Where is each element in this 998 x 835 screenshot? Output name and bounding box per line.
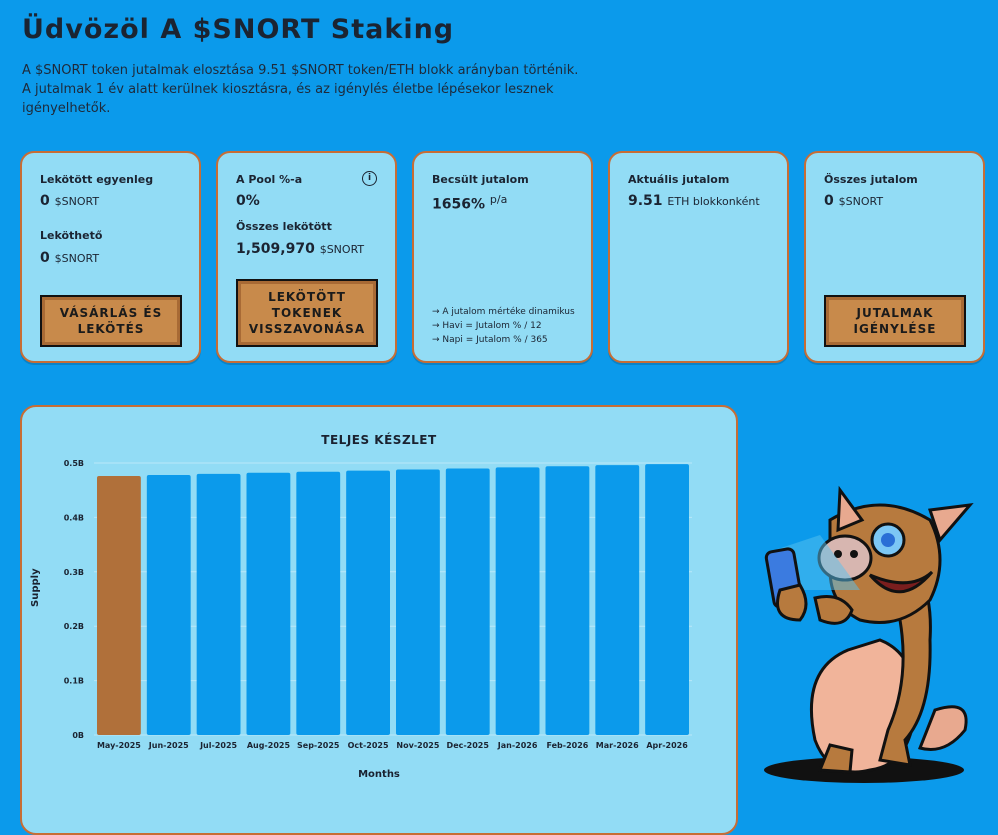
estimated-reward-label: Becsült jutalom	[432, 173, 529, 186]
bar-Aug-2025[interactable]	[246, 472, 291, 735]
x-tick-label: Sep-2025	[297, 741, 340, 750]
bar-Feb-2026[interactable]	[545, 466, 590, 735]
stakeable-value: 0 $SNORT	[40, 250, 99, 266]
estimated-reward-value: 1656% p/a	[432, 193, 507, 213]
total-reward-unit: $SNORT	[838, 195, 884, 208]
x-tick-label: Feb-2026	[546, 741, 588, 750]
staked-balance-label: Lekötött egyenleg	[40, 173, 154, 186]
estimated-reward-amount: 1656%	[432, 196, 485, 213]
y-tick-label: 0B	[72, 731, 84, 740]
chart-x-axis-label: Months	[358, 769, 400, 780]
info-icon[interactable]: i	[362, 171, 377, 186]
staked-balance-card: Lekötött egyenleg 0 $SNORT Leköthető 0 $…	[20, 151, 201, 363]
y-tick-label: 0.3B	[64, 568, 84, 577]
pool-share-card: A Pool %-a i 0% Összes lekötött 1,509,97…	[216, 151, 397, 363]
withdraw-staked-button[interactable]: Lekötött tokenek visszavonása	[236, 279, 378, 347]
x-tick-label: Dec-2025	[447, 741, 490, 750]
bar-Mar-2026[interactable]	[595, 465, 640, 735]
x-tick-label: Aug-2025	[247, 741, 291, 750]
x-tick-label: Nov-2025	[396, 741, 439, 750]
x-tick-label: Jun-2025	[148, 741, 189, 750]
bar-Nov-2025[interactable]	[396, 469, 440, 735]
current-reward-label: Aktuális jutalom	[628, 173, 730, 186]
buy-and-stake-button[interactable]: Vásárlás és lekötés	[40, 295, 182, 347]
staked-balance-amount: 0	[40, 193, 50, 209]
estimated-reward-unit: p/a	[489, 193, 508, 206]
bar-Jan-2026[interactable]	[495, 467, 540, 735]
bar-May-2025[interactable]	[97, 476, 141, 735]
supply-bar-chart: 0B 0.1B 0.2B 0.3B 0.4B 0.5B May-2025 Jun-2025 Ju…	[64, 459, 692, 750]
claim-rewards-button[interactable]: Jutalmak igénylése	[824, 295, 966, 347]
y-tick-label: 0.2B	[64, 622, 84, 631]
x-tick-label: Oct-2025	[348, 741, 389, 750]
total-staked-amount: 1,509,970	[236, 241, 315, 257]
current-reward-unit: ETH blokkonként	[667, 195, 760, 208]
current-reward-card: Aktuális jutalom 9.51 ETH blokkonként	[608, 151, 789, 363]
current-reward-amount: 9.51	[628, 193, 663, 209]
total-staked-label: Összes lekötött	[236, 220, 332, 233]
pool-share-value: 0%	[236, 193, 260, 209]
y-tick-label: 0.4B	[64, 513, 84, 522]
total-reward-card: Összes jutalom 0 $SNORT Jutalmak igénylé…	[804, 151, 985, 363]
current-reward-value: 9.51 ETH blokkonként	[628, 193, 760, 209]
intro-text: A $SNORT token jutalmak elosztása 9.51 $…	[22, 63, 579, 116]
bar-Apr-2026[interactable]	[645, 464, 689, 735]
pool-share-label: A Pool %-a	[236, 173, 303, 186]
total-reward-value: 0 $SNORT	[824, 193, 883, 209]
x-tick-label: Jul-2025	[199, 741, 237, 750]
x-tick-label: Jan-2026	[497, 741, 538, 750]
supply-chart-card: TELJES KÉSZLET Supply 0B 0.1B 0.2B 0.3B 0.4B…	[20, 405, 738, 835]
chart-title: TELJES KÉSZLET	[321, 433, 437, 447]
estimated-reward-card: Becsült jutalom 1656% p/a → A jutalom mé…	[412, 151, 593, 363]
staked-balance-unit: $SNORT	[54, 195, 100, 208]
total-staked-unit: $SNORT	[319, 243, 365, 256]
bar-Sep-2025[interactable]	[296, 471, 341, 735]
x-tick-label: May-2025	[97, 741, 141, 750]
staked-balance-value: 0 $SNORT	[40, 193, 99, 209]
x-tick-label: Apr-2026	[646, 741, 688, 750]
bar-Oct-2025[interactable]	[346, 470, 390, 735]
y-tick-label: 0.1B	[64, 677, 84, 686]
reward-note: → A jutalom mértéke dinamikus	[432, 307, 575, 317]
bar-Dec-2025[interactable]	[445, 468, 490, 735]
total-reward-label: Összes jutalom	[824, 173, 918, 186]
page-title: Üdvözöl A $SNORT Staking	[22, 14, 455, 45]
stakeable-unit: $SNORT	[54, 252, 100, 265]
total-reward-amount: 0	[824, 193, 834, 209]
bar-Jul-2025[interactable]	[196, 473, 241, 735]
reward-note: → Napi = Jutalom % / 365	[432, 335, 548, 345]
x-tick-label: Mar-2026	[596, 741, 639, 750]
reward-notes: → A jutalom mértéke dinamikus → Havi = J…	[432, 305, 575, 347]
y-tick-label: 0.5B	[64, 459, 84, 468]
stakeable-label: Leköthető	[40, 229, 103, 242]
bar-Jun-2025[interactable]	[146, 474, 191, 735]
reward-note: → Havi = Jutalom % / 12	[432, 321, 542, 331]
stakeable-amount: 0	[40, 250, 50, 266]
total-staked-value: 1,509,970 $SNORT	[236, 241, 364, 257]
armadillo-mascot	[764, 485, 974, 783]
